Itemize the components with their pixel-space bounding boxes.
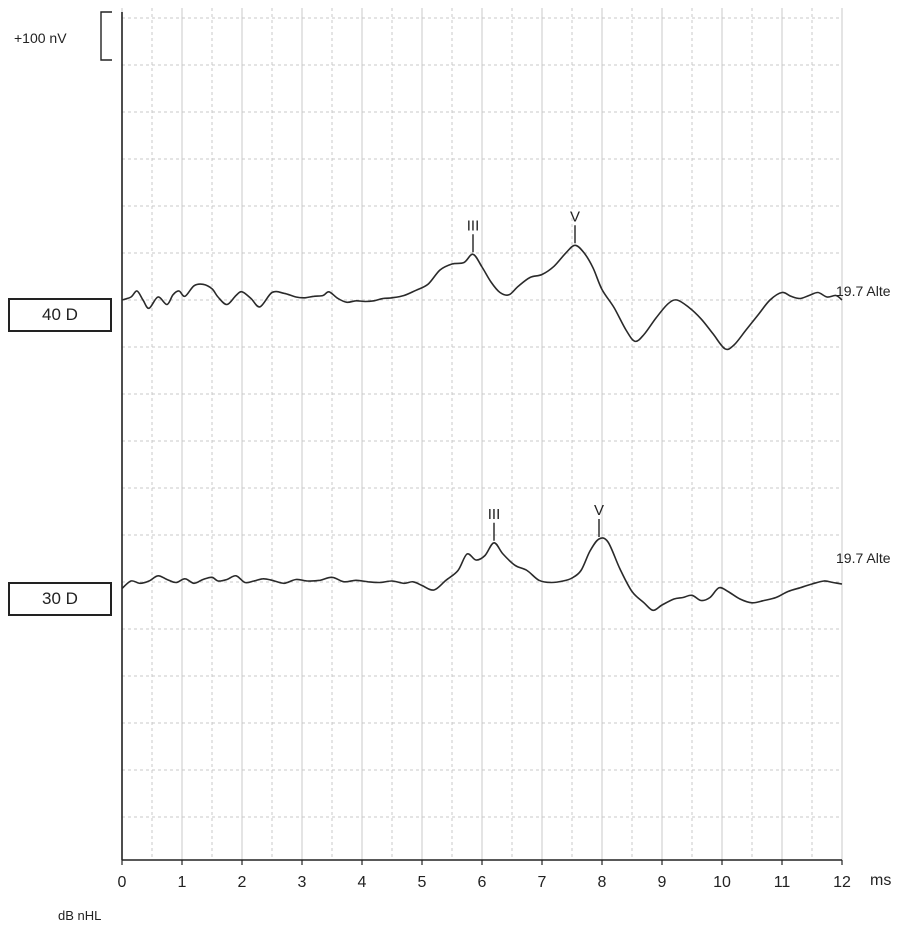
waveform-traces (121, 244, 843, 612)
chart-grid (121, 8, 843, 860)
x-tick-label: 7 (538, 874, 547, 891)
scale-bar (100, 11, 112, 61)
x-tick-label: 6 (478, 874, 487, 891)
x-tick-labels: 0 1 2 3 4 5 6 7 8 9 10 11 12 (118, 860, 851, 891)
db-nhl-label: dB nHL (58, 908, 102, 923)
waveform-line-40-d (121, 244, 843, 351)
x-tick-label: 11 (774, 874, 791, 891)
x-tick-label: 2 (238, 874, 247, 891)
scale-bar-bracket (100, 11, 112, 61)
peak-label: V (570, 208, 580, 225)
peak-label: III (488, 506, 501, 523)
trace-40-end-label: 19.7 Alte (836, 283, 891, 299)
trace-label-30: 30 D (8, 582, 112, 616)
x-tick-label: 9 (658, 874, 667, 891)
x-tick-label: 12 (833, 874, 851, 891)
x-axis-unit-label: ms (870, 872, 892, 889)
peak-label: V (594, 502, 604, 519)
waveform-line-30-d (121, 537, 843, 612)
scale-bar-label: +100 nV (14, 30, 67, 46)
trace-label-40: 40 D (8, 298, 112, 332)
x-tick-label: 10 (713, 874, 731, 891)
peak-label: III (467, 217, 480, 234)
x-tick-label: 5 (418, 874, 427, 891)
x-tick-label: 3 (298, 874, 307, 891)
x-tick-label: 1 (178, 874, 187, 891)
trace-30-end-label: 19.7 Alte (836, 550, 891, 566)
x-tick-label: 8 (598, 874, 607, 891)
x-tick-label: 0 (118, 874, 127, 891)
peak-annotations: III V III V (467, 208, 604, 541)
x-tick-label: 4 (358, 874, 367, 891)
